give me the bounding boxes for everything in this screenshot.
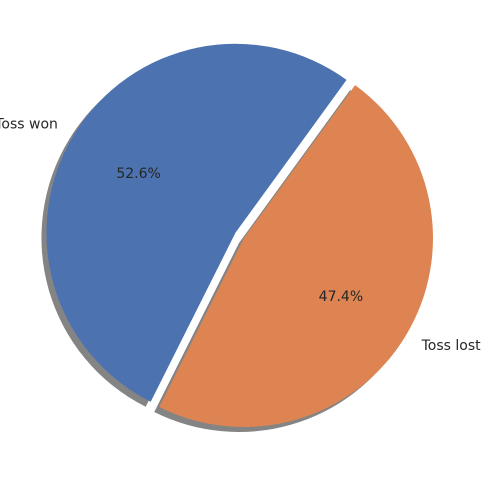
percent-label-toss-won: 52.6% bbox=[116, 166, 160, 182]
pie-slices bbox=[46, 43, 433, 427]
pie-labels: Toss won 52.6% Toss lost 47.4% bbox=[0, 117, 481, 354]
slice-toss-lost bbox=[159, 85, 433, 427]
slice-label-toss-won: Toss won bbox=[0, 117, 58, 133]
slice-label-toss-lost: Toss lost bbox=[421, 338, 482, 354]
percent-label-toss-lost: 47.4% bbox=[319, 289, 363, 305]
slice-toss-won bbox=[46, 43, 347, 402]
